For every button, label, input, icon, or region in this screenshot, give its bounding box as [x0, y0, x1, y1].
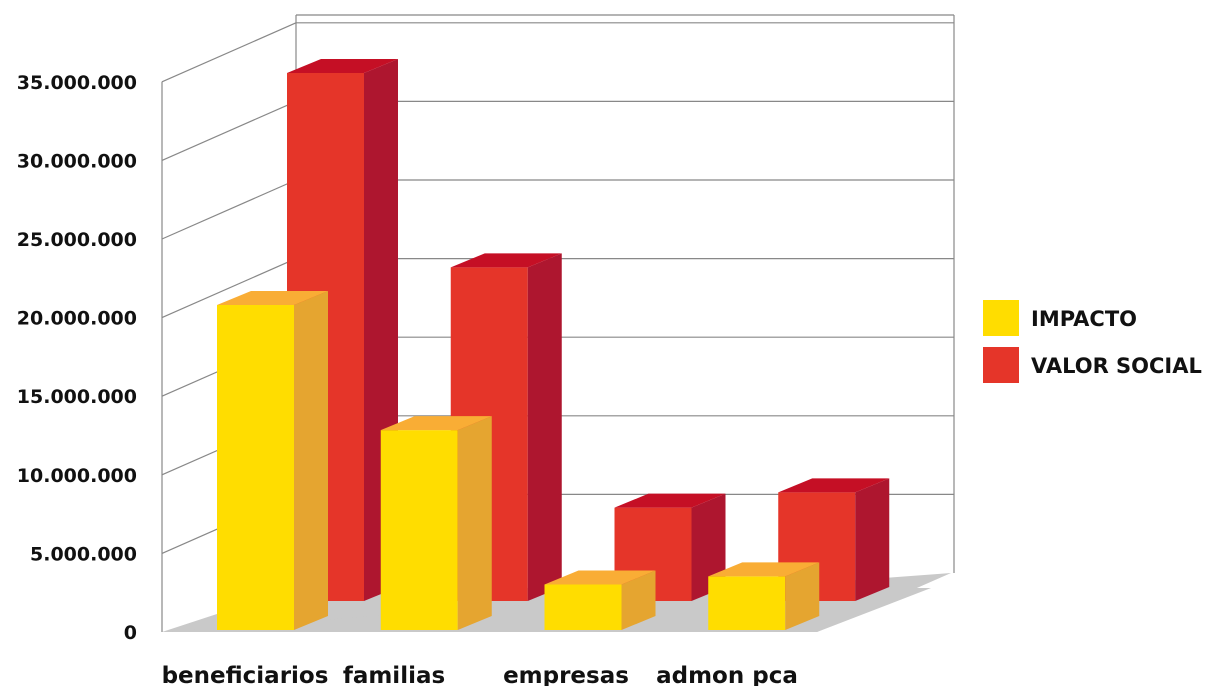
category-label: admon pca — [656, 663, 798, 686]
bar-side — [855, 478, 890, 601]
category-label: beneficiarios — [162, 663, 329, 686]
bar-side — [785, 562, 820, 630]
bar-top — [544, 570, 656, 585]
bar-top — [287, 59, 398, 73]
bar-top — [450, 253, 562, 268]
bar-front — [708, 576, 786, 630]
y-tick-label: 30.000.000 — [17, 150, 137, 172]
x-axis-categories: beneficiarios familias empresas admon pca — [162, 663, 798, 686]
bar-top — [778, 478, 890, 493]
gridline-side — [161, 258, 297, 319]
bars — [217, 59, 890, 630]
bar-top — [614, 493, 726, 508]
legend-item-impacto: IMPACTO — [983, 300, 1137, 336]
bar-impacto — [708, 562, 820, 630]
legend-label: VALOR SOCIAL — [1031, 354, 1202, 378]
bar-top — [217, 291, 328, 305]
chart-walls — [161, 14, 955, 632]
category-label: empresas — [503, 663, 629, 686]
bar-front — [217, 305, 294, 630]
legend-swatch — [983, 347, 1019, 383]
bar-top — [380, 416, 492, 431]
bar-impacto — [380, 416, 492, 630]
legend-label: IMPACTO — [1031, 307, 1137, 331]
bar-front — [544, 584, 622, 630]
gridline-side — [161, 100, 297, 161]
bar-side — [527, 253, 562, 601]
bar-impacto — [217, 291, 328, 630]
bar-front — [380, 430, 458, 630]
legend-swatch — [983, 300, 1019, 336]
bar-side — [294, 291, 328, 630]
gridline-side — [161, 22, 297, 83]
legend-item-valor-social: VALOR SOCIAL — [983, 347, 1202, 383]
bar-top — [708, 562, 820, 577]
bar-side — [621, 570, 656, 630]
y-tick-label: 25.000.000 — [17, 229, 137, 251]
y-tick-label: 35.000.000 — [17, 72, 137, 94]
y-axis-ticks: 0 5.000.000 10.000.000 15.000.000 20.000.000… — [17, 72, 137, 644]
y-tick-label: 15.000.000 — [17, 386, 137, 408]
bar-impacto — [544, 570, 656, 630]
bar-side — [457, 416, 492, 630]
legend: IMPACTO VALOR SOCIAL — [983, 300, 1202, 383]
gridline-side — [161, 179, 297, 240]
y-tick-label: 0 — [124, 622, 137, 644]
category-label: familias — [343, 663, 445, 686]
y-tick-label: 5.000.000 — [30, 543, 137, 565]
y-tick-label: 10.000.000 — [17, 465, 137, 487]
y-tick-label: 20.000.000 — [17, 308, 137, 330]
